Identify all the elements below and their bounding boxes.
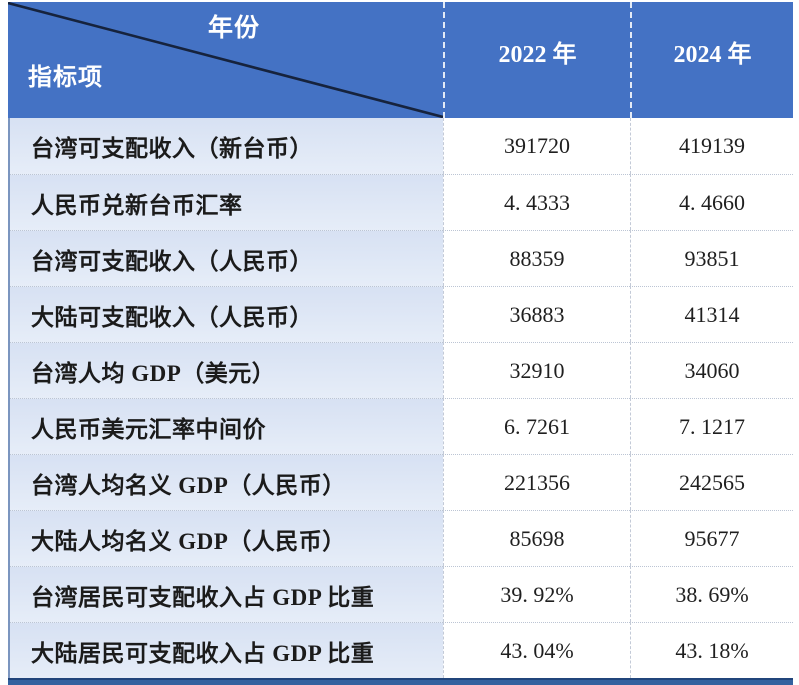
value-cell-2024: 419139: [630, 118, 793, 174]
diagonal-divider-line: [8, 2, 443, 118]
value-cell-2022: 88359: [443, 230, 630, 286]
value-cell-2022: 85698: [443, 510, 630, 566]
value-cell-2024: 95677: [630, 510, 793, 566]
value-cell-2024: 34060: [630, 342, 793, 398]
value-cell-2024: 7. 1217: [630, 398, 793, 454]
row-label-cell: 台湾可支配收入（人民币）: [10, 230, 443, 286]
row-label-cell: 大陆人均名义 GDP（人民币）: [10, 510, 443, 566]
value-cell-2024: 41314: [630, 286, 793, 342]
value-cell-2022: 36883: [443, 286, 630, 342]
table-row: 人民币兑新台币汇率 4. 4333 4. 4660: [8, 174, 793, 230]
table-row: 台湾人均 GDP（美元） 32910 34060: [8, 342, 793, 398]
indicator-axis-label: 指标项: [28, 65, 103, 91]
row-label-cell: 台湾人均 GDP（美元）: [10, 342, 443, 398]
table-bottom-border: [8, 678, 793, 685]
row-label-cell: 人民币兑新台币汇率: [10, 174, 443, 230]
value-cell-2024: 242565: [630, 454, 793, 510]
value-cell-2022: 6. 7261: [443, 398, 630, 454]
value-cell-2022: 221356: [443, 454, 630, 510]
table-header-row: 年份 指标项 2022 年 2024 年: [8, 2, 793, 118]
comparison-table: 年份 指标项 2022 年 2024 年 台湾可支配收入（新台币） 391720…: [8, 2, 793, 685]
column-header-2024: 2024 年: [630, 2, 793, 118]
year-axis-label: 年份: [208, 15, 261, 42]
row-label-cell: 人民币美元汇率中间价: [10, 398, 443, 454]
value-cell-2022: 32910: [443, 342, 630, 398]
value-cell-2024: 43. 18%: [630, 622, 793, 678]
table-row: 人民币美元汇率中间价 6. 7261 7. 1217: [8, 398, 793, 454]
table-row: 台湾可支配收入（人民币） 88359 93851: [8, 230, 793, 286]
row-label-cell: 台湾居民可支配收入占 GDP 比重: [10, 566, 443, 622]
table-row: 大陆可支配收入（人民币） 36883 41314: [8, 286, 793, 342]
value-cell-2024: 4. 4660: [630, 174, 793, 230]
table-row: 台湾居民可支配收入占 GDP 比重 39. 92% 38. 69%: [8, 566, 793, 622]
table-row: 台湾可支配收入（新台币） 391720 419139: [8, 118, 793, 174]
column-header-2022: 2022 年: [443, 2, 630, 118]
table-row: 大陆人均名义 GDP（人民币） 85698 95677: [8, 510, 793, 566]
diagonal-header-cell: 年份 指标项: [8, 2, 443, 118]
table-row: 台湾人均名义 GDP（人民币） 221356 242565: [8, 454, 793, 510]
row-label-cell: 台湾可支配收入（新台币）: [10, 118, 443, 174]
value-cell-2024: 93851: [630, 230, 793, 286]
value-cell-2022: 391720: [443, 118, 630, 174]
value-cell-2022: 39. 92%: [443, 566, 630, 622]
row-label-cell: 大陆居民可支配收入占 GDP 比重: [10, 622, 443, 678]
value-cell-2022: 4. 4333: [443, 174, 630, 230]
row-label-cell: 台湾人均名义 GDP（人民币）: [10, 454, 443, 510]
value-cell-2024: 38. 69%: [630, 566, 793, 622]
value-cell-2022: 43. 04%: [443, 622, 630, 678]
table-row: 大陆居民可支配收入占 GDP 比重 43. 04% 43. 18%: [8, 622, 793, 678]
row-label-cell: 大陆可支配收入（人民币）: [10, 286, 443, 342]
